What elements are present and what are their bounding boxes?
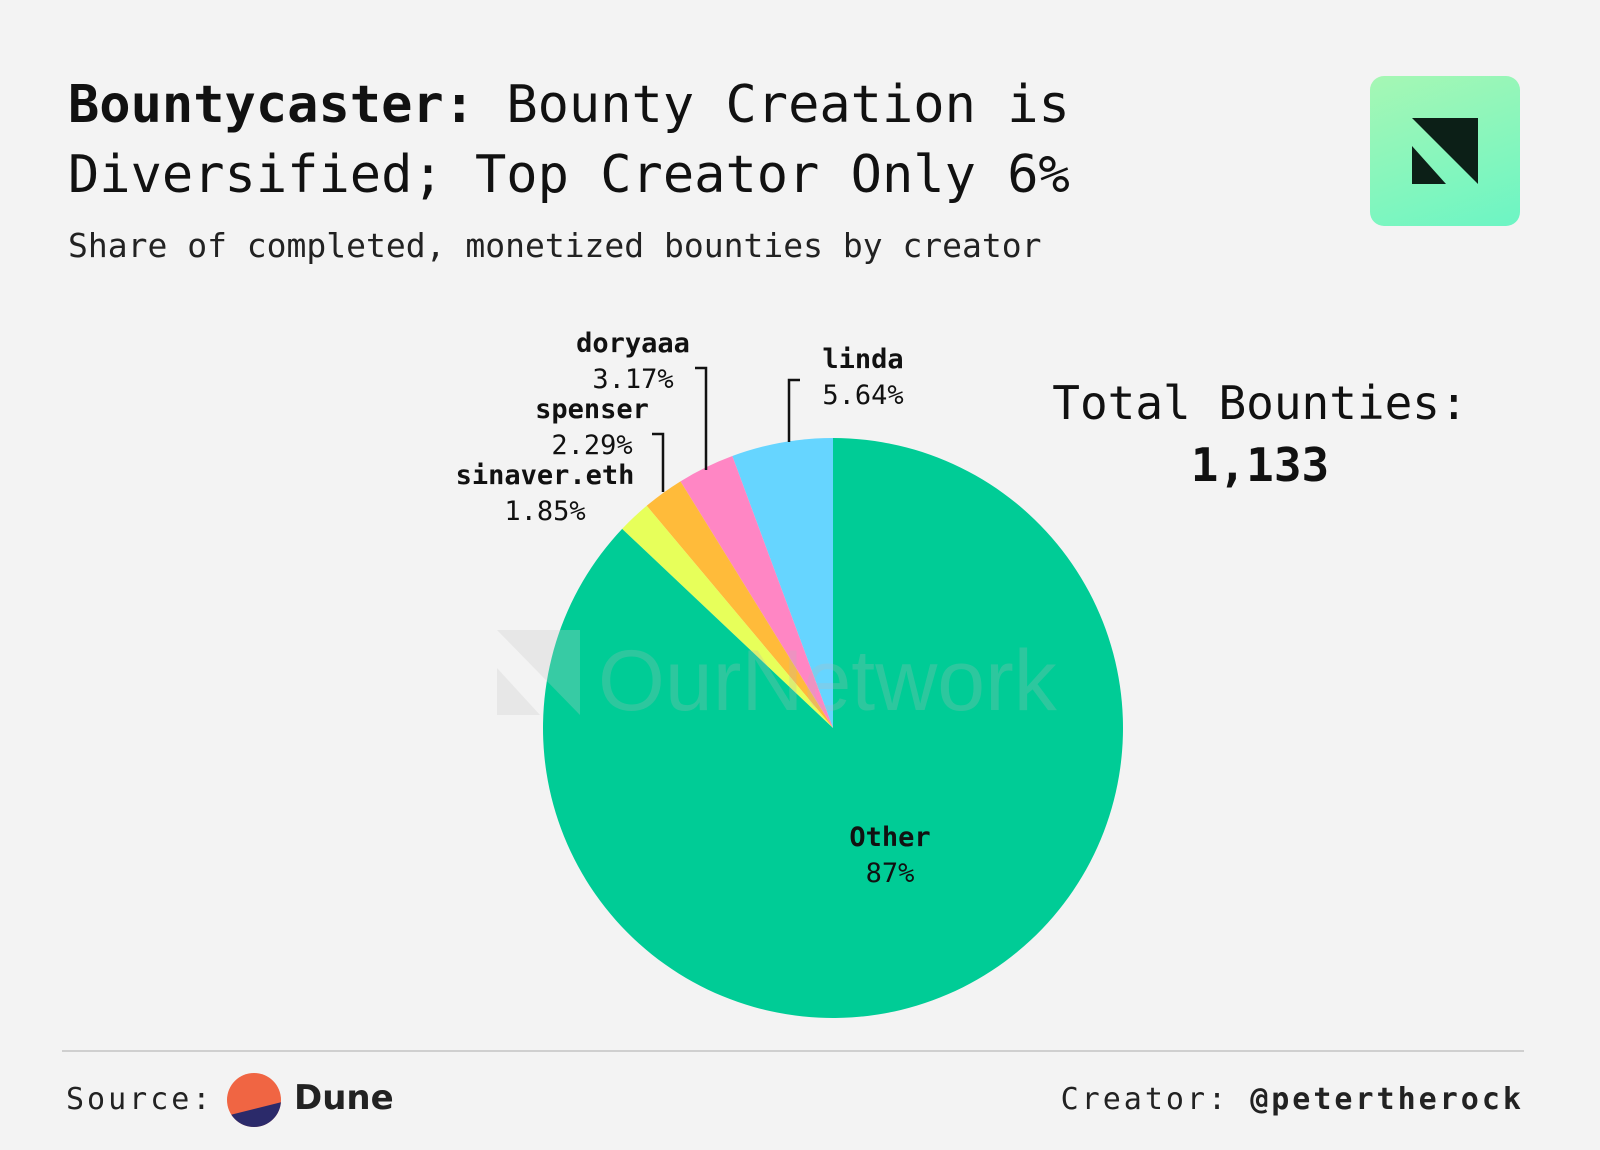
slice-label-value-linda: 5.64% [822, 380, 903, 411]
slice-label-value-other: 87% [866, 858, 915, 889]
leader-line-spenser [652, 432, 665, 492]
pie-chart: OurNetwork linda 5.64% doryaaa 3.17%spenser… [456, 328, 1123, 1018]
pie-slice-other [542, 438, 1123, 1018]
creator-handle: @petertherock [1250, 1082, 1524, 1117]
source-name: Dune [294, 1078, 394, 1118]
title-line-1: Bountycaster: Bounty Creation is [68, 70, 1070, 140]
slice-label-value-spenser: 2.29% [551, 430, 632, 461]
title-brand: Bountycaster: [68, 75, 475, 135]
pie-slice-sinaver-eth [622, 505, 833, 728]
creator-label: Creator: [1060, 1082, 1230, 1117]
creator-credit: Creator: @petertherock [1061, 1082, 1524, 1117]
pie-slice-linda [732, 438, 833, 728]
chart-subtitle: Share of completed, monetized bounties b… [68, 226, 1042, 265]
pie-slice-doryaaa [680, 456, 833, 728]
chart-title: Bountycaster: Bounty Creation is Diversi… [68, 70, 1070, 210]
total-bounties-value: 1,133 [1190, 438, 1330, 492]
slice-label-name-linda: linda [822, 344, 903, 375]
total-bounties-label: Total Bounties: [1052, 376, 1468, 430]
watermark-text: OurNetwork [598, 633, 1058, 729]
total-bounties: Total Bounties: 1,133 [1030, 374, 1490, 498]
slice-label-value-doryaaa: 3.17% [592, 364, 673, 395]
title-rest: Bounty Creation is [506, 75, 1070, 135]
title-line-2: Diversified; Top Creator Only 6% [68, 145, 1070, 205]
ournetwork-logo-icon [1370, 76, 1520, 226]
footer-divider [62, 1050, 1524, 1052]
watermark: OurNetwork [497, 630, 1058, 729]
leader-line-linda [787, 378, 800, 442]
watermark-logo-icon [497, 630, 580, 715]
slice-labels: linda 5.64% doryaaa 3.17%spenser 2.29%sinave… [456, 328, 931, 889]
label-leader-lines [652, 366, 800, 492]
slice-label-name-other: Other [849, 822, 930, 853]
slice-label-name-sinaver-eth: sinaver.eth [456, 460, 635, 491]
pie-slice-spenser [646, 481, 833, 728]
watermark-logo-icon-part [497, 668, 540, 715]
slice-label-value-sinaver-eth: 1.85% [504, 496, 585, 527]
leader-line-doryaaa [695, 366, 708, 470]
slice-label-name-spenser: spenser [535, 394, 649, 425]
source-label: Source: [66, 1082, 214, 1117]
dune-logo-icon [227, 1073, 281, 1127]
pie-slices [542, 438, 1123, 1018]
slice-label-name-doryaaa: doryaaa [576, 328, 690, 359]
